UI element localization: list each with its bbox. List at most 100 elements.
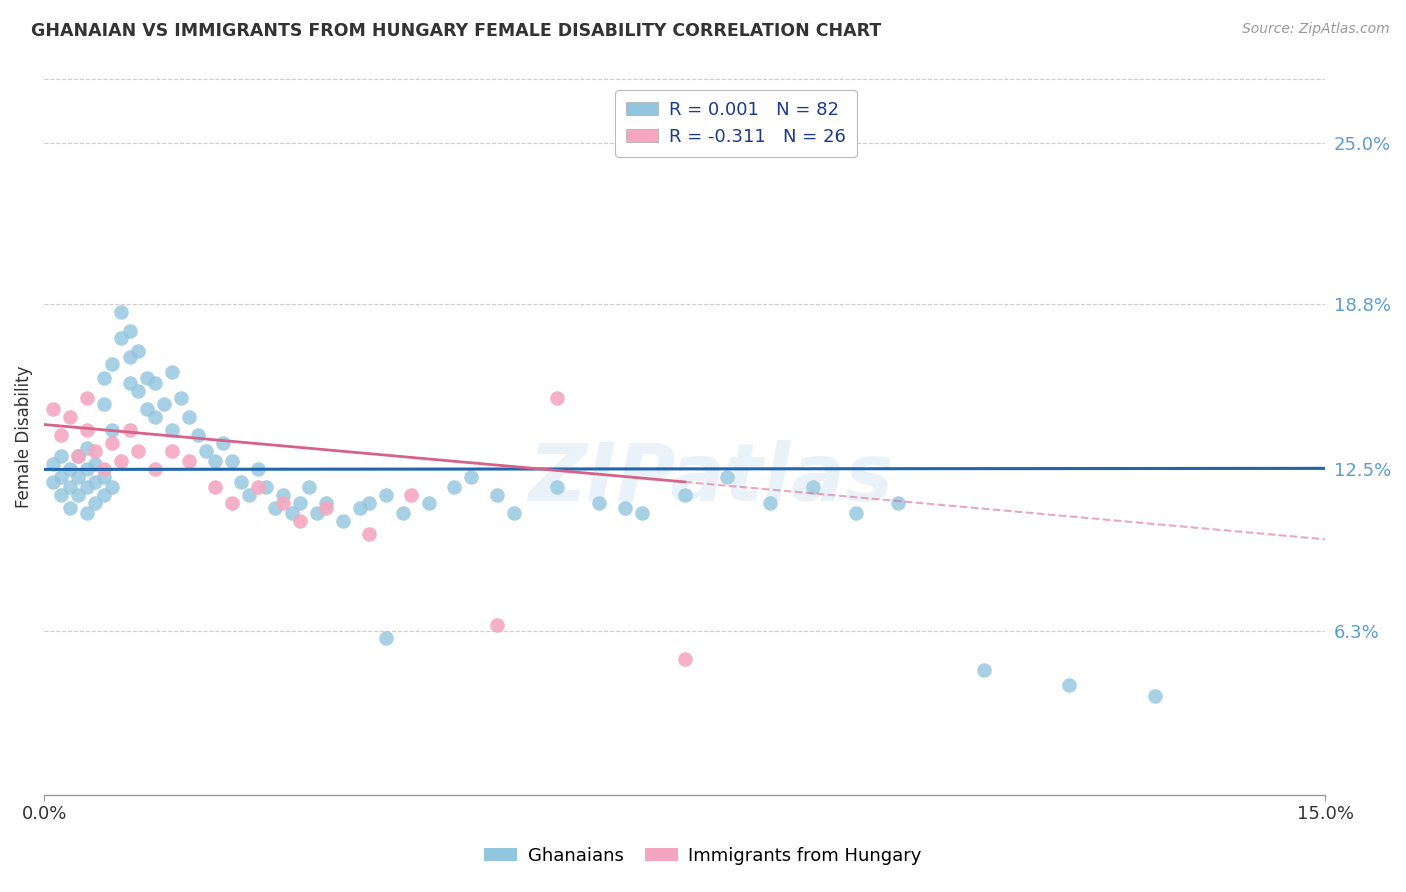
Point: [51, 469, 73, 483]
Point: [76, 392, 98, 406]
Point: [93, 462, 115, 476]
Point: [76, 480, 98, 494]
Point: [315, 496, 337, 510]
Point: [118, 423, 141, 437]
Point: [59, 409, 82, 424]
Point: [118, 350, 141, 364]
Y-axis label: Female Disability: Female Disability: [15, 365, 32, 508]
Point: [298, 480, 321, 494]
Point: [588, 496, 610, 510]
Point: [195, 443, 218, 458]
Point: [1143, 689, 1166, 703]
Point: [263, 501, 285, 516]
Legend: R = 0.001   N = 82, R = -0.311   N = 26: R = 0.001 N = 82, R = -0.311 N = 26: [614, 90, 856, 157]
Point: [93, 397, 115, 411]
Point: [290, 514, 312, 528]
Point: [485, 618, 508, 632]
Point: [546, 392, 568, 406]
Point: [315, 501, 337, 516]
Point: [418, 496, 440, 510]
Point: [246, 462, 269, 476]
Point: [673, 488, 696, 502]
Point: [332, 514, 354, 528]
Point: [41, 401, 63, 416]
Point: [162, 443, 184, 458]
Point: [290, 496, 312, 510]
Point: [673, 652, 696, 666]
Point: [76, 462, 98, 476]
Point: [118, 376, 141, 390]
Point: [179, 454, 201, 468]
Point: [84, 496, 107, 510]
Point: [127, 384, 149, 398]
Point: [271, 488, 294, 502]
Point: [357, 496, 380, 510]
Point: [546, 480, 568, 494]
Point: [110, 305, 132, 319]
Point: [254, 480, 277, 494]
Text: Source: ZipAtlas.com: Source: ZipAtlas.com: [1241, 22, 1389, 37]
Point: [374, 632, 396, 646]
Point: [307, 506, 329, 520]
Point: [101, 480, 124, 494]
Point: [212, 435, 235, 450]
Point: [67, 469, 90, 483]
Point: [76, 423, 98, 437]
Point: [801, 480, 824, 494]
Point: [41, 475, 63, 489]
Point: [152, 397, 174, 411]
Point: [503, 506, 526, 520]
Text: ZIPatlas: ZIPatlas: [527, 441, 893, 518]
Point: [246, 480, 269, 494]
Point: [887, 496, 910, 510]
Point: [485, 488, 508, 502]
Point: [170, 392, 193, 406]
Point: [374, 488, 396, 502]
Point: [93, 370, 115, 384]
Point: [281, 506, 304, 520]
Point: [204, 454, 226, 468]
Point: [59, 462, 82, 476]
Point: [162, 423, 184, 437]
Point: [143, 376, 166, 390]
Point: [110, 331, 132, 345]
Point: [271, 496, 294, 510]
Point: [845, 506, 868, 520]
Point: [204, 480, 226, 494]
Legend: Ghanaians, Immigrants from Hungary: Ghanaians, Immigrants from Hungary: [477, 840, 929, 872]
Point: [51, 428, 73, 442]
Point: [238, 488, 260, 502]
Point: [1057, 678, 1080, 692]
Point: [460, 469, 482, 483]
Point: [673, 141, 696, 155]
Point: [443, 480, 465, 494]
Point: [614, 501, 637, 516]
Point: [84, 457, 107, 471]
Point: [59, 501, 82, 516]
Point: [67, 488, 90, 502]
Point: [118, 324, 141, 338]
Point: [135, 401, 157, 416]
Point: [127, 344, 149, 359]
Point: [221, 496, 243, 510]
Point: [67, 449, 90, 463]
Point: [187, 428, 209, 442]
Point: [101, 423, 124, 437]
Point: [143, 409, 166, 424]
Point: [76, 441, 98, 455]
Point: [179, 409, 201, 424]
Point: [759, 496, 782, 510]
Point: [401, 488, 423, 502]
Point: [110, 454, 132, 468]
Point: [51, 449, 73, 463]
Point: [93, 469, 115, 483]
Point: [127, 443, 149, 458]
Point: [221, 454, 243, 468]
Point: [392, 506, 415, 520]
Point: [349, 501, 371, 516]
Point: [101, 358, 124, 372]
Point: [76, 506, 98, 520]
Point: [716, 469, 738, 483]
Point: [41, 457, 63, 471]
Point: [973, 663, 995, 677]
